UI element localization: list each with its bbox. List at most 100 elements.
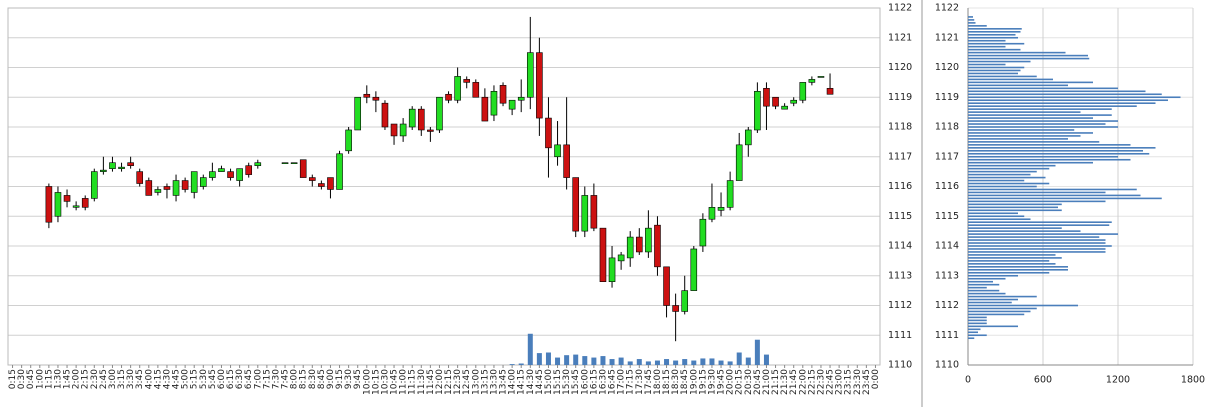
x-tick-label: 9:30	[344, 369, 354, 389]
y-tick-label: 1110	[888, 360, 912, 371]
candle-body	[581, 195, 589, 232]
candle-body	[826, 88, 834, 95]
volume-bar	[700, 358, 706, 365]
profile-bar	[968, 138, 1068, 140]
profile-bar	[968, 182, 1050, 185]
profile-bar	[968, 289, 1000, 292]
x-tick-label: 20:30	[744, 369, 754, 395]
x-tick-label: 1:30	[53, 369, 63, 389]
profile-bar	[968, 298, 1018, 301]
profile-bar	[968, 84, 1068, 87]
x-tick-label: 18:30	[671, 369, 681, 395]
y-tick-label: 1119	[935, 92, 959, 103]
candle-body	[81, 198, 89, 208]
profile-bar	[968, 87, 1118, 90]
candle-body	[299, 159, 307, 178]
profile-bar	[968, 93, 1162, 96]
profile-bar	[968, 254, 1056, 256]
x-tick-label: 10:30	[380, 369, 390, 395]
y-tick-label: 1117	[888, 151, 912, 162]
profile-bar	[968, 90, 1146, 93]
candle-body	[781, 105, 788, 110]
y-tick-label: 1113	[935, 270, 959, 281]
profile-bar	[968, 266, 1068, 268]
candle-body	[690, 248, 698, 291]
profile-bar	[968, 126, 1118, 128]
profile-bar	[968, 233, 1118, 235]
volume-bar	[673, 360, 679, 365]
volume-bar	[509, 364, 515, 365]
x-tick-label: 12:00	[435, 369, 445, 395]
profile-bar	[968, 57, 1090, 60]
x-tick-label: 22:30	[816, 369, 826, 395]
x-tick-label: 8:30	[308, 369, 318, 389]
x-tick-label: 23:15	[844, 369, 854, 395]
candle-body	[617, 254, 625, 262]
profile-bar	[968, 307, 1037, 310]
y-tick-label: 1122	[935, 3, 959, 14]
x-tick-label: 0:45	[26, 369, 36, 389]
candle-body	[735, 144, 743, 181]
profile-bar	[968, 230, 1081, 232]
x-tick-label: 2:15	[81, 369, 91, 389]
x-tick-label: 8:15	[299, 369, 309, 389]
x-tick-label: 14:15	[517, 369, 527, 395]
candle-body	[526, 52, 534, 98]
profile-bar	[968, 221, 1112, 223]
profile-bar	[968, 176, 1046, 179]
profile-bar	[968, 144, 1131, 146]
candle-body	[563, 144, 570, 178]
x-tick-label: 7:30	[271, 369, 281, 389]
candle-body	[399, 123, 407, 137]
x-tick-label: 6:00	[217, 369, 227, 389]
candle-body	[645, 227, 652, 253]
x-tick-label: 13:30	[489, 369, 499, 395]
y-tick-label: 1120	[935, 62, 959, 73]
candle-body	[436, 96, 443, 131]
profile-bar	[968, 224, 1110, 226]
candle-body	[717, 207, 725, 211]
profile-bar	[968, 334, 987, 337]
profile-bar	[968, 147, 1156, 149]
volume-bar	[618, 357, 624, 365]
profile-bar	[968, 286, 987, 289]
candle-body	[90, 171, 98, 199]
y-tick-label: 1111	[935, 330, 959, 341]
profile-bar	[968, 260, 1050, 262]
volume-bar	[527, 333, 533, 365]
profile-bar	[968, 132, 1093, 134]
profile-bar	[968, 263, 1056, 265]
profile-bar	[968, 48, 1021, 51]
profile-bar	[968, 331, 978, 334]
profile-bar	[968, 248, 1106, 250]
profile-bar	[968, 42, 1025, 45]
x-tick-label: 19:45	[717, 369, 727, 395]
profile-bar	[968, 25, 987, 27]
candle-body	[63, 195, 71, 202]
profile-bar	[968, 152, 1150, 155]
x-tick-label: 9:45	[353, 369, 363, 389]
x-tick-label: 17:00	[617, 369, 627, 395]
profile-bar	[968, 322, 987, 325]
profile-bar	[968, 123, 1106, 125]
x-tick-label: 15:45	[571, 369, 581, 395]
x-tick-label: 11:30	[417, 369, 427, 395]
x-tick-label: 7:45	[281, 369, 291, 389]
x-tick-label: 2:00	[72, 369, 82, 389]
x-tick-label: 1800	[1181, 375, 1205, 386]
profile-bar	[968, 66, 1025, 69]
candle-body	[100, 169, 107, 172]
profile-bar	[968, 292, 1006, 295]
x-tick-label: 14:45	[535, 369, 545, 395]
y-tick-label: 1113	[888, 270, 912, 281]
candle-body	[163, 186, 171, 190]
volume-bar	[736, 352, 742, 365]
x-tick-label: 21:30	[780, 369, 790, 395]
volume-bar	[664, 359, 670, 365]
x-tick-label: 20:45	[753, 369, 763, 395]
x-tick-label: 3:45	[135, 369, 145, 389]
volume-bar	[545, 352, 551, 365]
x-tick-label: 3:30	[126, 369, 136, 389]
profile-bar	[968, 105, 1137, 107]
profile-bar	[968, 194, 1141, 197]
